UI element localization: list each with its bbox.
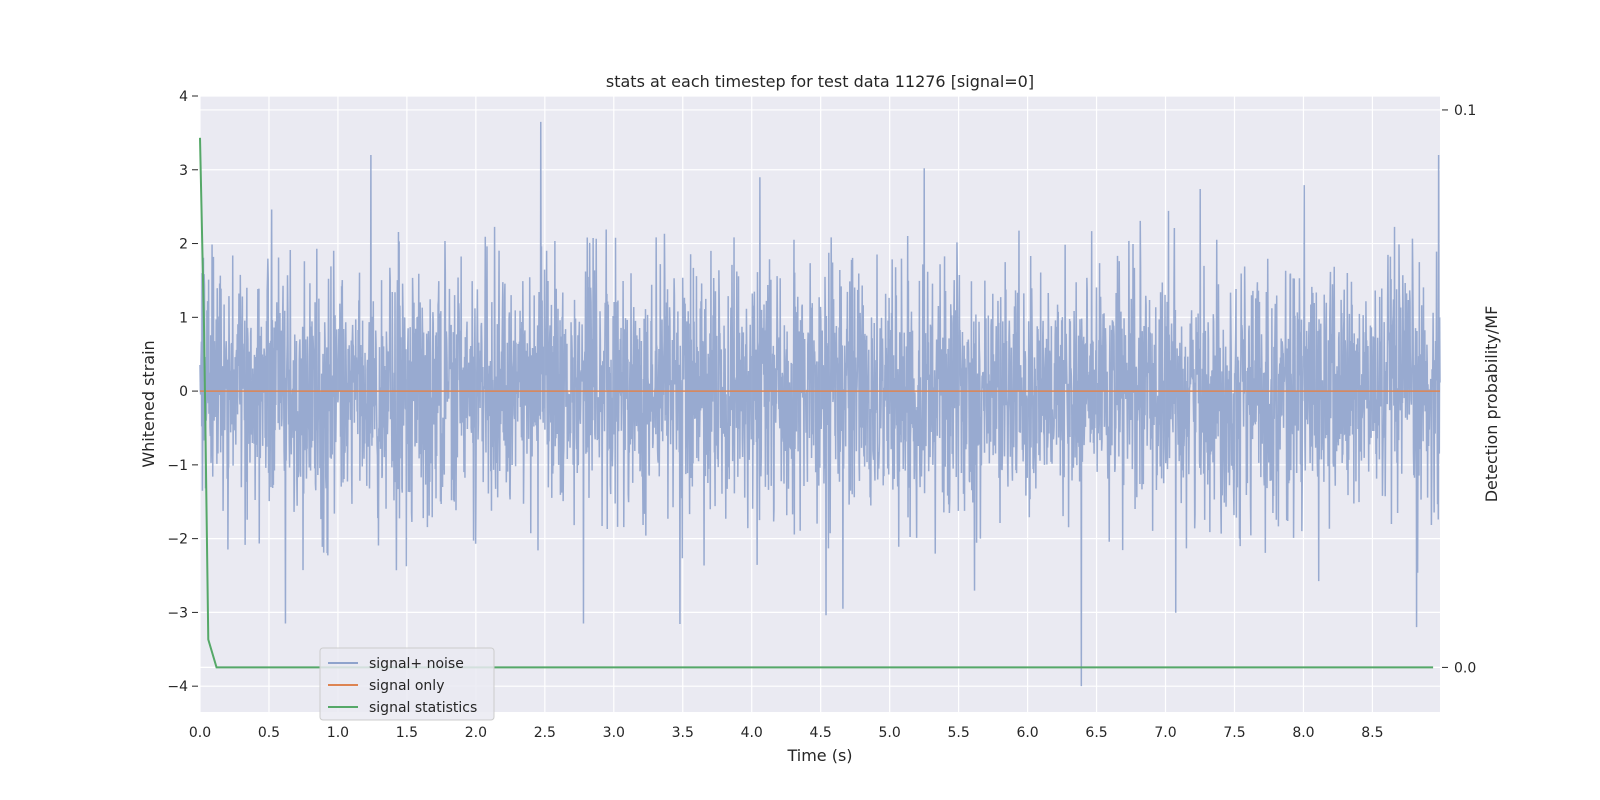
y-tick-label: −2	[167, 532, 188, 548]
y2-tick-label: 0.0	[1454, 660, 1476, 676]
x-tick-label: 7.5	[1223, 725, 1245, 741]
y-tick-label: 0	[179, 384, 188, 400]
x-tick-label: 4.5	[810, 725, 832, 741]
x-tick-label: 7.0	[1154, 725, 1176, 741]
x-tick-label: 8.5	[1361, 725, 1383, 741]
y2-tick-label: 0.1	[1454, 103, 1476, 119]
x-tick-label: 5.0	[879, 725, 901, 741]
x-tick-label: 3.5	[672, 725, 694, 741]
x-tick-label: 1.5	[396, 725, 418, 741]
x-tick-label: 8.0	[1292, 725, 1314, 741]
axis-layer: 0.0 0.5 1.0 1.5 2.0 2.5 3.0 3.5 4.0 4.5 5.0 5.5 6.0 6…	[167, 89, 1476, 741]
y-tick-label: 4	[179, 89, 188, 105]
y-tick-label: −1	[167, 458, 188, 474]
y-axis-label: Whitened strain	[139, 340, 158, 467]
y-tick-label: 3	[179, 163, 188, 179]
y2-axis-label: Detection probability/MF	[1482, 306, 1501, 503]
legend: signal+ noise signal only signal statist…	[319, 647, 495, 721]
y-tick-label: 2	[179, 237, 188, 253]
x-tick-label: 2.5	[534, 725, 556, 741]
x-tick-label: 0.5	[258, 725, 280, 741]
legend-label-signal-only: signal only	[369, 678, 444, 694]
x-tick-label: 3.0	[603, 725, 625, 741]
x-tick-label: 2.0	[465, 725, 487, 741]
x-tick-label: 4.0	[741, 725, 763, 741]
signal-statistics-line	[199, 137, 1434, 669]
signal-noise-series	[199, 121, 1441, 687]
legend-box	[319, 647, 495, 721]
signal-noise-line	[199, 121, 1441, 687]
x-tick-label: 5.5	[947, 725, 969, 741]
x-tick-label: 1.0	[327, 725, 349, 741]
legend-label-signal-noise: signal+ noise	[369, 656, 464, 672]
chart-title: stats at each timestep for test data 112…	[606, 72, 1034, 91]
x-tick-label: 0.0	[189, 725, 211, 741]
y-tick-label: −3	[167, 605, 188, 621]
x-axis-label: Time (s)	[786, 746, 852, 765]
y-tick-label: 1	[179, 310, 188, 326]
x-tick-label: 6.0	[1016, 725, 1038, 741]
y-tick-label: −4	[167, 679, 188, 695]
legend-label-signal-statistics: signal statistics	[369, 700, 477, 716]
signal-statistics-series	[199, 137, 1434, 669]
x-tick-label: 6.5	[1085, 725, 1107, 741]
